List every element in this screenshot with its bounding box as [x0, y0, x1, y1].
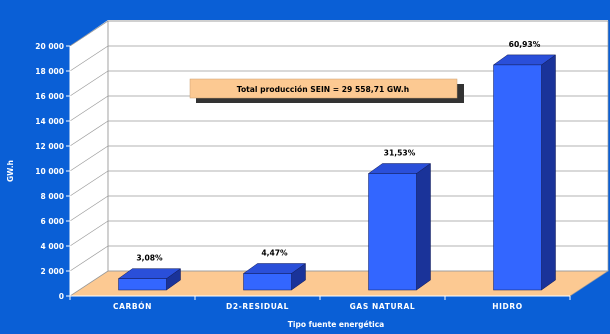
total-annotation: Total producción SEIN = 29 558,71 GW.h [189, 78, 464, 103]
bar-front [368, 173, 417, 291]
y-tick-label: 0 [59, 292, 64, 301]
gridline [69, 195, 109, 222]
y-tick-label: 14 000 [35, 117, 64, 126]
gridline [69, 120, 109, 147]
chart-side-wall [70, 20, 108, 296]
chart-floor [70, 271, 608, 296]
data-label: 60,93% [509, 40, 541, 49]
data-labels: 3,08% 4,47% 31,53% 60,93% [136, 40, 540, 263]
x-tick-label: CARBÓN [113, 302, 152, 311]
x-axis-ticks: CARBÓN D2-RESIDUAL GAS NATURAL HIDRO [69, 296, 571, 311]
bar [492, 54, 557, 291]
gridline [69, 245, 109, 272]
chart-bars [117, 54, 557, 291]
x-axis-title: Tipo fuente energética [288, 320, 384, 329]
gridline [69, 45, 109, 72]
x-tick-label: HIDRO [492, 302, 522, 311]
y-axis-title: GW.h [6, 160, 15, 182]
x-tick-label: GAS NATURAL [350, 302, 416, 311]
bar [242, 263, 307, 291]
bar-side [416, 163, 431, 291]
y-tick-label: 16 000 [35, 92, 64, 101]
x-tick-label: D2-RESIDUAL [226, 302, 289, 311]
bar-front [493, 64, 542, 291]
gridline [69, 220, 109, 247]
y-tick-label: 20 000 [35, 42, 64, 51]
y-tick-label: 4 000 [41, 242, 65, 251]
annotation-text: Total producción SEIN = 29 558,71 GW.h [237, 85, 409, 94]
bar-front [118, 278, 167, 291]
data-label: 31,53% [384, 149, 416, 158]
data-label: 4,47% [261, 248, 288, 257]
bar-front [243, 273, 292, 291]
bar [367, 163, 432, 291]
gridline [69, 145, 109, 172]
gridline [69, 70, 109, 97]
data-label: 3,08% [136, 254, 163, 263]
gridline [69, 170, 109, 197]
gridline [69, 95, 109, 122]
y-tick-label: 18 000 [35, 67, 64, 76]
y-tick-label: 6 000 [41, 217, 65, 226]
y-tick-label: 10 000 [35, 167, 64, 176]
y-axis-ticks: 0 2 000 4 000 6 000 8 000 10 000 12 000 14 000 1… [35, 42, 70, 301]
y-tick-label: 8 000 [41, 192, 65, 201]
bar [117, 268, 182, 291]
bar-side [541, 54, 556, 291]
y-tick-label: 2 000 [41, 267, 65, 276]
annotation-box [189, 78, 458, 99]
y-tick-label: 12 000 [35, 142, 64, 151]
